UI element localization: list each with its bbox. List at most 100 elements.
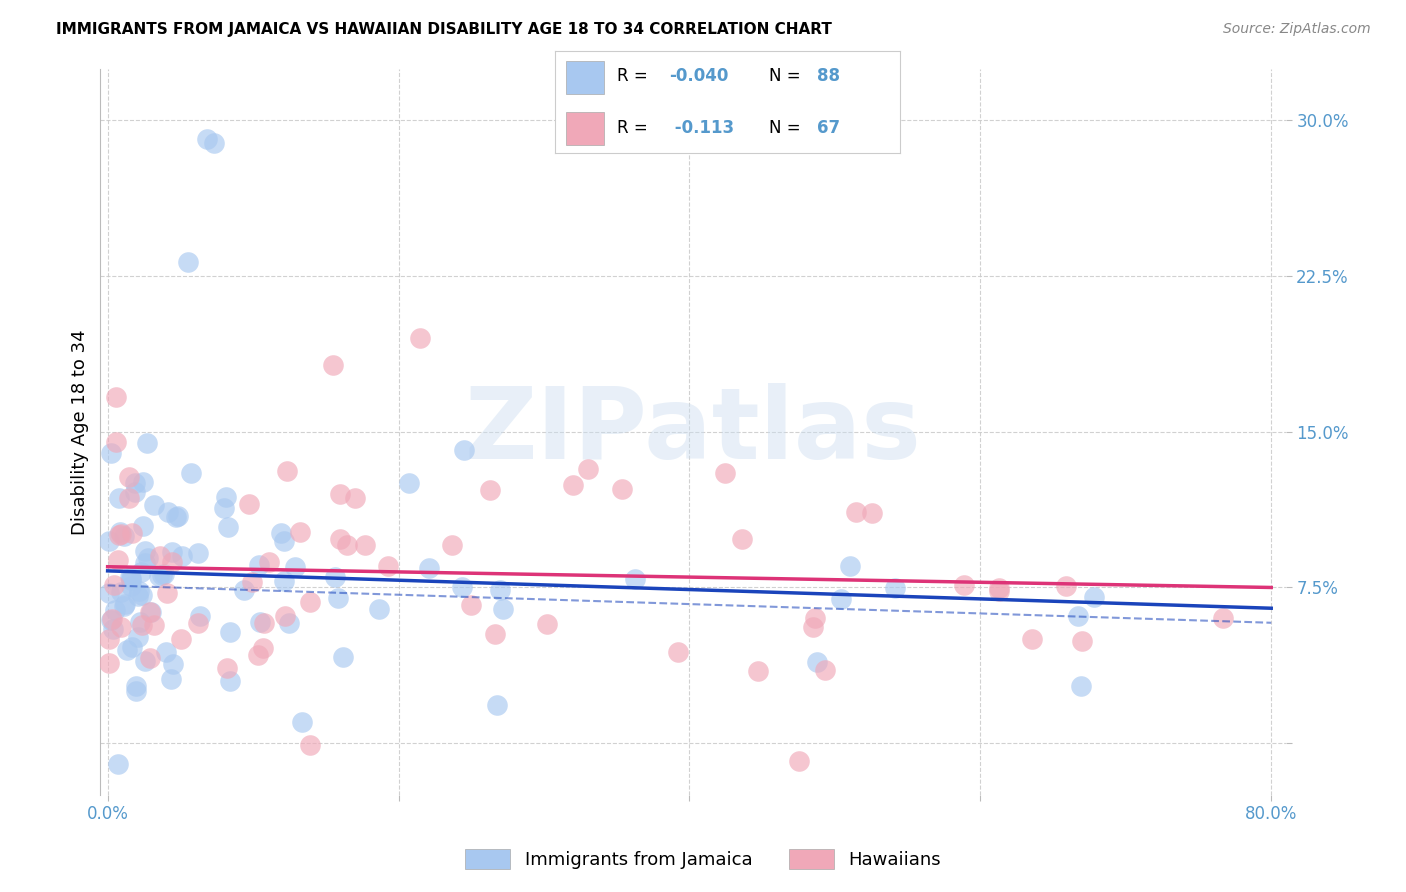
Point	[441, 538, 464, 552]
Point	[124, 476, 146, 491]
Point	[343, 491, 366, 505]
Point	[118, 470, 141, 484]
Point	[492, 601, 515, 615]
Point	[134, 654, 156, 668]
Text: R =: R =	[617, 68, 654, 86]
Point	[232, 582, 254, 597]
Point	[118, 491, 141, 506]
Point	[112, 528, 135, 542]
Point	[195, 132, 218, 146]
Point	[128, 615, 150, 629]
Point	[814, 664, 837, 678]
Point	[142, 618, 165, 632]
Point	[270, 526, 292, 541]
Point	[100, 613, 122, 627]
Point	[132, 518, 155, 533]
Point	[252, 641, 274, 656]
Point	[139, 605, 162, 619]
Text: N =: N =	[769, 68, 806, 86]
Point	[165, 510, 187, 524]
Text: IMMIGRANTS FROM JAMAICA VS HAWAIIAN DISABILITY AGE 18 TO 34 CORRELATION CHART: IMMIGRANTS FROM JAMAICA VS HAWAIIAN DISA…	[56, 22, 832, 37]
Point	[172, 549, 194, 564]
Point	[830, 591, 852, 606]
Text: N =: N =	[769, 119, 806, 136]
Point	[536, 616, 558, 631]
Point	[156, 586, 179, 600]
Point	[284, 560, 307, 574]
Point	[167, 508, 190, 523]
Point	[162, 657, 184, 672]
Point	[332, 649, 354, 664]
Text: -0.113: -0.113	[669, 119, 734, 136]
Text: ZIPatlas: ZIPatlas	[464, 384, 921, 480]
Point	[98, 632, 121, 646]
Point	[409, 331, 432, 345]
Point	[747, 664, 769, 678]
Point	[217, 520, 239, 534]
Point	[127, 630, 149, 644]
Point	[273, 574, 295, 589]
FancyBboxPatch shape	[565, 112, 603, 145]
Point	[108, 491, 131, 505]
Point	[418, 561, 440, 575]
Point	[110, 585, 132, 599]
Text: Source: ZipAtlas.com: Source: ZipAtlas.com	[1223, 22, 1371, 37]
Point	[247, 648, 270, 662]
Point	[247, 558, 270, 572]
Point	[124, 684, 146, 698]
Point	[121, 640, 143, 655]
Point	[98, 586, 121, 600]
Point	[104, 390, 127, 404]
Point	[273, 534, 295, 549]
Point	[987, 583, 1010, 598]
Point	[180, 466, 202, 480]
Point	[98, 533, 121, 548]
Text: R =: R =	[617, 119, 654, 136]
Point	[187, 615, 209, 630]
Point	[202, 136, 225, 151]
Point	[398, 475, 420, 490]
Point	[453, 443, 475, 458]
Point	[215, 661, 238, 675]
Point	[120, 571, 142, 585]
Point	[150, 567, 173, 582]
Point	[806, 655, 828, 669]
Point	[988, 582, 1011, 596]
Point	[291, 714, 314, 729]
Point	[731, 533, 754, 547]
Point	[367, 601, 389, 615]
Point	[143, 498, 166, 512]
Point	[105, 435, 128, 450]
Point	[249, 615, 271, 629]
Point	[215, 490, 238, 504]
Point	[131, 588, 153, 602]
Point	[298, 738, 321, 752]
Point	[273, 608, 295, 623]
Point	[610, 482, 633, 496]
Point	[277, 616, 299, 631]
Point	[450, 580, 472, 594]
Point	[103, 578, 125, 592]
Point	[804, 610, 827, 624]
Point	[238, 497, 260, 511]
Point	[668, 645, 690, 659]
Point	[136, 551, 159, 566]
Point	[288, 524, 311, 539]
Point	[624, 573, 647, 587]
Point	[118, 570, 141, 584]
Point	[101, 622, 124, 636]
Point	[845, 505, 868, 519]
Point	[101, 612, 124, 626]
Point	[862, 506, 884, 520]
Point	[134, 557, 156, 571]
Point	[155, 645, 177, 659]
Point	[153, 566, 176, 581]
Point	[124, 484, 146, 499]
Point	[257, 555, 280, 569]
Point	[112, 599, 135, 613]
Point	[1212, 611, 1234, 625]
Text: 67: 67	[817, 119, 841, 136]
Point	[322, 359, 344, 373]
Point	[115, 642, 138, 657]
Point	[484, 627, 506, 641]
